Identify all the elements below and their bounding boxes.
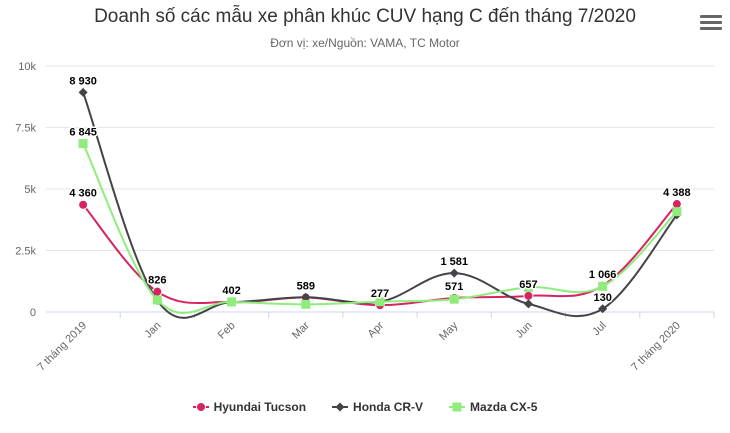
data-label-hyundai-tucson: 657 — [519, 279, 537, 291]
data-point-mazda-cx-5[interactable] — [672, 207, 682, 217]
legend-marker — [335, 402, 345, 412]
data-label-hyundai-tucson: 589 — [297, 281, 315, 293]
data-label-hyundai-tucson: 4 360 — [69, 188, 97, 200]
y-tick-label: 10k — [18, 61, 36, 73]
series-layer — [78, 87, 682, 319]
data-point-honda-cr-v[interactable] — [301, 292, 311, 302]
menu-bar-icon — [700, 27, 722, 30]
x-tick-layer: 7 tháng 2019 Jan Feb Mar Apr May Jun Jul 7 tháng… — [35, 312, 715, 374]
data-point-mazda-cx-5[interactable] — [78, 139, 88, 149]
data-label-honda-cr-v: 8 930 — [69, 75, 97, 87]
series-mazda-cx-5 — [78, 139, 682, 314]
legend-marker — [452, 402, 462, 412]
data-label-honda-cr-v: 1 581 — [440, 256, 468, 268]
y-tick-label: 0 — [30, 307, 36, 319]
menu-bar-icon — [700, 15, 722, 18]
data-point-hyundai-tucson[interactable] — [78, 199, 89, 210]
x-tick-label: Mar — [290, 319, 312, 341]
data-point-mazda-cx-5[interactable] — [375, 297, 385, 307]
chart-legend: Hyundai Tucson Honda CR-V Mazda CX-5 — [0, 400, 730, 414]
x-tick-label: 7 tháng 2019 — [35, 320, 89, 374]
data-point-honda-cr-v[interactable] — [523, 299, 533, 309]
data-label-mazda-cx-5: 6 845 — [69, 127, 97, 139]
data-point-honda-cr-v[interactable] — [78, 87, 88, 97]
data-point-honda-cr-v[interactable] — [598, 304, 608, 314]
series-line-honda-cr-v[interactable] — [82, 91, 678, 319]
y-tick-label: 2.5k — [15, 246, 36, 258]
data-label-hyundai-tucson: 277 — [371, 288, 389, 300]
data-point-hyundai-tucson[interactable] — [523, 290, 534, 301]
chart-menu-button[interactable] — [700, 12, 722, 32]
legend-label: Mazda CX-5 — [470, 400, 538, 414]
legend-marker — [195, 402, 206, 412]
data-label-hyundai-tucson: 571 — [445, 281, 463, 293]
data-label-hyundai-tucson: 402 — [222, 285, 240, 297]
y-tick-layer: 0 2.5k 5k 7.5k 10k — [15, 61, 36, 319]
legend-label: Hyundai Tucson — [213, 400, 307, 414]
legend-item-honda-cr-v[interactable]: Honda CR-V — [332, 400, 423, 414]
legend-symbol-honda-cr-v — [332, 402, 349, 412]
x-tick-label: Jan — [142, 320, 163, 341]
legend-symbol-mazda-cx-5 — [449, 402, 466, 412]
data-label-hyundai-tucson: 4 388 — [663, 187, 691, 199]
data-point-mazda-cx-5[interactable] — [449, 294, 459, 304]
data-point-mazda-cx-5[interactable] — [152, 295, 162, 305]
chart-plot-area: 7 tháng 2019 Jan Feb Mar Apr May Jun Jul 7 tháng… — [15, 61, 715, 374]
data-label-hyundai-tucson: 1 066 — [589, 269, 617, 281]
legend-label: Honda CR-V — [353, 400, 424, 414]
x-tick-label: Jul — [590, 320, 608, 338]
data-point-honda-cr-v[interactable] — [449, 268, 459, 278]
data-point-mazda-cx-5[interactable] — [227, 297, 237, 307]
x-tick-label: Feb — [216, 320, 238, 342]
data-label-honda-cr-v: 130 — [593, 292, 611, 304]
data-point-mazda-cx-5[interactable] — [301, 299, 311, 309]
data-label-hyundai-tucson: 826 — [148, 275, 166, 287]
chart-subtitle: Đơn vị: xe/Nguồn: VAMA, TC Motor — [270, 36, 460, 50]
legend-item-mazda-cx-5[interactable]: Mazda CX-5 — [449, 400, 537, 414]
chart-title: Doanh số các mẫu xe phân khúc CUV hạng C… — [94, 6, 636, 27]
data-point-mazda-cx-5[interactable] — [598, 281, 608, 291]
series-honda-cr-v — [78, 87, 682, 319]
data-point-mazda-cx-5[interactable] — [523, 282, 533, 292]
x-tick-label: May — [437, 319, 461, 343]
y-tick-label: 5k — [24, 184, 36, 196]
x-tick-label: 7 tháng 2020 — [629, 320, 683, 374]
x-tick-label: Apr — [366, 319, 387, 340]
legend-item-hyundai-tucson[interactable]: Hyundai Tucson — [192, 400, 307, 414]
legend-symbol-hyundai-tucson — [192, 402, 209, 412]
menu-bar-icon — [700, 21, 722, 24]
data-label-layer: 4 360 826 402 589 277 571 657 1 066 4 388 8 930 1 … — [68, 74, 692, 305]
x-tick-label: Jun — [514, 320, 535, 341]
y-tick-label: 7.5k — [15, 123, 36, 135]
